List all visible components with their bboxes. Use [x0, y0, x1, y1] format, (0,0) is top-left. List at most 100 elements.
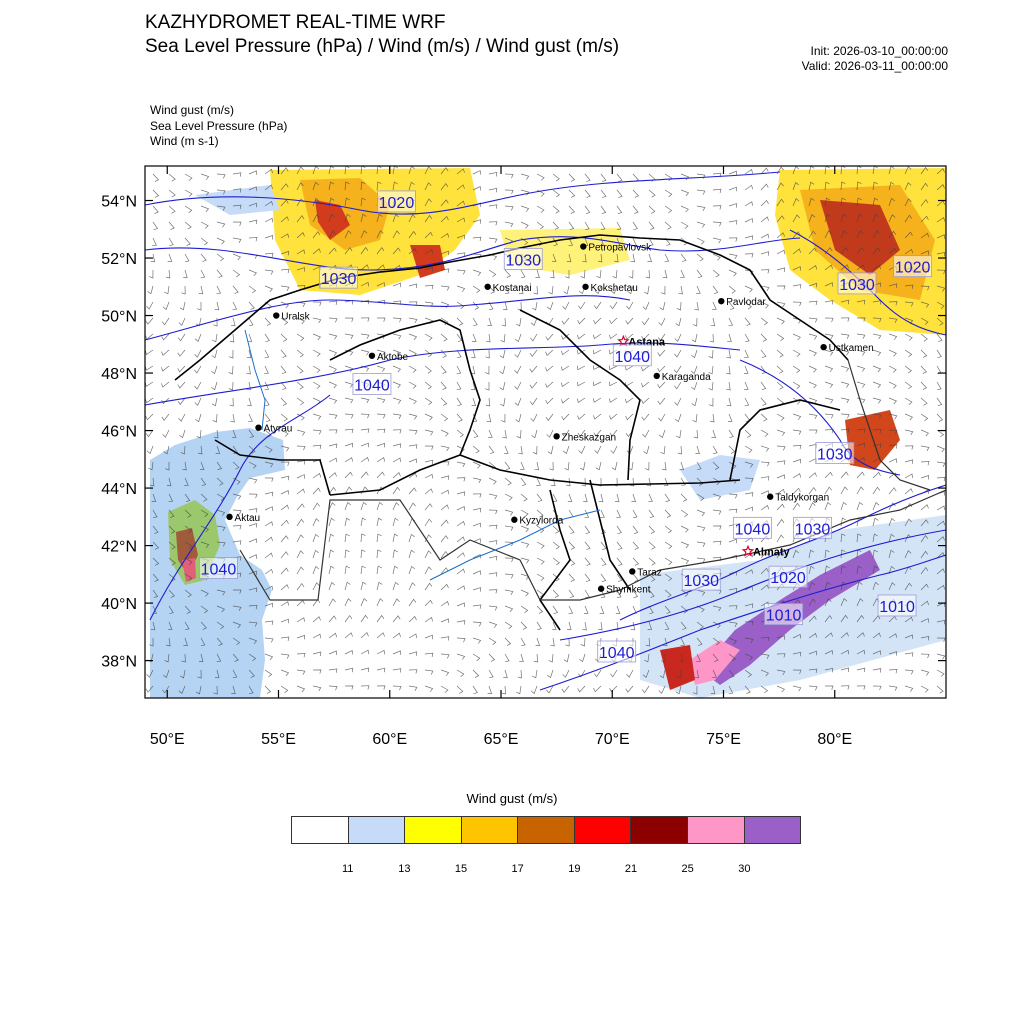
wind-barb	[776, 488, 785, 495]
wind-barb	[856, 381, 866, 388]
wind-barb	[440, 535, 449, 543]
wind-barb	[545, 365, 554, 372]
wind-barb	[280, 636, 290, 641]
wind-barb	[328, 349, 338, 357]
capital-star-icon[interactable]	[741, 544, 755, 557]
city-dot-icon[interactable]	[597, 585, 605, 592]
wind-barb	[726, 397, 732, 407]
wind-barb	[658, 413, 666, 422]
wind-barb	[904, 198, 912, 207]
wind-barb	[530, 333, 538, 342]
wind-barb	[712, 461, 720, 470]
wind-barb	[456, 653, 466, 660]
wind-barb	[264, 200, 274, 207]
wind-barb	[408, 502, 416, 511]
wind-barb	[760, 167, 769, 175]
city-dot-icon[interactable]	[368, 352, 376, 359]
wind-barb	[872, 549, 878, 559]
city-dot-icon[interactable]	[511, 516, 518, 523]
colorbar-swatch	[574, 817, 632, 843]
wind-barb	[760, 567, 769, 575]
wind-barb	[164, 653, 170, 663]
wind-barb	[726, 349, 731, 359]
wind-barb	[680, 173, 690, 181]
wind-barb	[628, 461, 634, 471]
lat-tick-label: 44°N	[101, 481, 137, 498]
wind-barb	[776, 518, 785, 527]
wind-barb	[708, 381, 714, 391]
city-dot-icon[interactable]	[718, 297, 725, 305]
city-dot-icon[interactable]	[484, 283, 491, 290]
colorbar-label: 11	[341, 863, 354, 875]
wind-barb	[376, 413, 386, 419]
wind-barb	[408, 248, 417, 255]
city-dot-icon[interactable]	[582, 283, 589, 290]
wind-barb	[360, 281, 369, 287]
gust-ne-red	[820, 200, 900, 275]
wind-barb	[280, 535, 289, 543]
wind-barb	[195, 685, 202, 695]
wind-barb	[184, 509, 192, 518]
city-dot-icon[interactable]	[629, 568, 636, 575]
city-dot-icon[interactable]	[255, 424, 262, 431]
wind-barb	[514, 365, 522, 374]
city-dot-icon[interactable]	[820, 343, 827, 351]
wind-barb	[677, 445, 682, 455]
city-dot-icon[interactable]	[653, 372, 660, 380]
wind-barb	[328, 517, 335, 527]
wind-barb	[904, 397, 913, 405]
city-dot-icon[interactable]	[273, 312, 280, 319]
wind-barb	[488, 637, 497, 645]
wind-barb	[168, 237, 174, 247]
wind-barb	[616, 205, 623, 215]
wind-barb	[888, 669, 898, 674]
wind-barb	[280, 429, 289, 437]
wind-barb	[626, 669, 634, 678]
wind-barb	[664, 557, 673, 566]
city-dot-icon[interactable]	[767, 493, 774, 500]
wind-barb	[264, 349, 270, 359]
wind-barb	[696, 285, 701, 294]
wind-barb	[168, 493, 174, 503]
wind-barb	[152, 573, 159, 582]
city-dot-icon[interactable]	[580, 243, 587, 250]
wind-barb	[296, 267, 305, 272]
wind-barb	[614, 253, 619, 263]
isobar-label: 1040	[201, 562, 237, 579]
wind-barb	[248, 637, 258, 645]
city-dot-icon[interactable]	[226, 513, 233, 521]
wind-barb	[840, 649, 850, 655]
wind-barb	[629, 477, 635, 487]
wind-barb	[408, 472, 418, 479]
wind-barb	[712, 605, 722, 612]
wind-barb	[888, 413, 898, 420]
wind-barb	[936, 536, 945, 543]
wind-barb	[888, 685, 898, 691]
wind-barb	[728, 493, 738, 499]
wind-barb	[728, 285, 736, 294]
wind-barb	[440, 268, 450, 273]
wind-barb	[408, 413, 418, 420]
wind-barb	[872, 517, 879, 527]
wind-barb	[200, 237, 209, 246]
wind-barb	[392, 650, 402, 655]
wind-barb	[344, 685, 354, 690]
wind-barb	[920, 653, 930, 659]
capital-star-icon[interactable]	[617, 334, 630, 347]
wind-barb	[533, 285, 538, 295]
wind-barb	[424, 413, 433, 421]
colorbar-title: Wind gust (m/s)	[466, 791, 558, 806]
wind-barb	[504, 285, 510, 295]
wind-barb	[472, 669, 480, 678]
wind-barb	[392, 632, 401, 639]
wind-barb	[808, 615, 817, 623]
wind-barb	[184, 173, 193, 181]
wind-barb	[248, 170, 258, 175]
wind-barb	[264, 184, 273, 191]
wind-barb	[514, 349, 522, 358]
city-dot-icon[interactable]	[553, 433, 560, 440]
wind-barb	[597, 253, 603, 263]
wind-barb	[659, 669, 666, 679]
